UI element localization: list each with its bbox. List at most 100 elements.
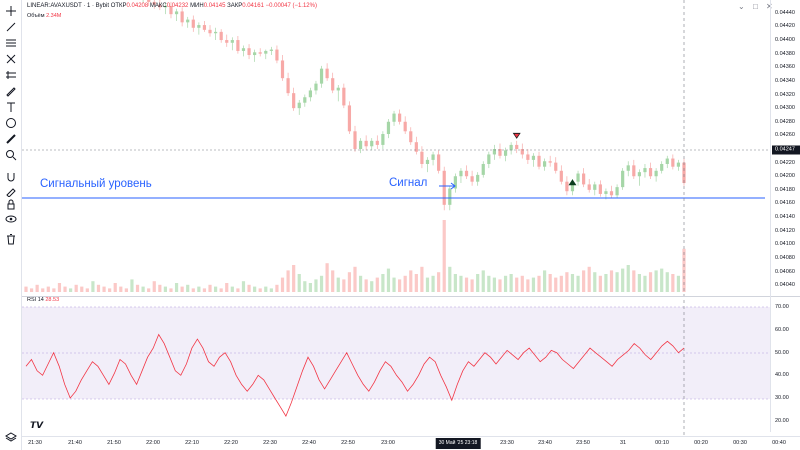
candle-body — [565, 181, 569, 192]
candle-body — [219, 31, 223, 41]
volume-bar — [85, 288, 89, 292]
volume-bar — [464, 277, 469, 292]
symbol-legend[interactable]: LINEAR:AVAXUSDT · 1 · Bybit ОТКР0.04208 … — [27, 3, 317, 9]
volume-bar — [35, 284, 39, 292]
rsi-tick: 60.00 — [775, 327, 789, 333]
eye-icon[interactable] — [3, 212, 19, 226]
volume-bar — [180, 286, 184, 292]
close-icon[interactable]: ✕ — [766, 2, 773, 11]
volume-bar — [225, 283, 229, 292]
volume-bar — [174, 283, 179, 292]
price-tick: 0.04420 — [775, 23, 795, 30]
zoom-icon[interactable] — [3, 148, 19, 162]
candle-body — [420, 151, 424, 164]
price-tick: 0.04040 — [775, 282, 795, 289]
volume-legend[interactable]: Объём 2.34M — [27, 13, 62, 19]
volume-bar — [280, 277, 285, 292]
volume-bar — [648, 272, 653, 292]
ruler-icon[interactable] — [3, 132, 19, 146]
volume-bar — [147, 288, 151, 292]
text-icon[interactable] — [3, 100, 19, 114]
candle-body — [431, 154, 435, 160]
rsi-tick: 30.00 — [775, 395, 789, 401]
volume-bar — [24, 286, 28, 292]
signal-level-annotation[interactable]: Сигнальный уровень — [40, 178, 152, 190]
symbol-name[interactable]: LINEAR:AVAXUSDT · 1 · Bybit — [27, 3, 110, 9]
time-tick: 00:30 — [733, 440, 747, 446]
crosshair-icon[interactable] — [3, 4, 19, 18]
price-tick: 0.04060 — [775, 268, 795, 275]
candle-body — [169, 6, 173, 15]
candle-body — [269, 49, 273, 51]
volume-bar — [409, 270, 413, 292]
tradingview-logo[interactable]: 𝙏𝙑 — [30, 420, 44, 430]
volume-bar — [520, 275, 524, 292]
projection-icon[interactable] — [3, 68, 19, 82]
maximize-icon[interactable]: □ — [752, 2, 758, 11]
price-tick: 0.04220 — [775, 159, 795, 166]
fib-icon[interactable] — [3, 36, 19, 50]
volume-bar — [398, 279, 402, 292]
time-tick: 00:40 — [772, 440, 786, 446]
lock-icon[interactable] — [3, 198, 19, 212]
volume-bar — [96, 284, 101, 292]
rsi-tick: 50.00 — [775, 349, 789, 356]
magnet-icon[interactable] — [3, 170, 19, 184]
candle-body — [180, 11, 184, 23]
volume-bar — [275, 284, 279, 292]
trend-line-icon[interactable] — [3, 20, 19, 34]
candle-body — [264, 50, 268, 54]
volume-bar — [292, 265, 296, 292]
rsi-scale[interactable]: 70.00 60.00 50.00 40.00 30.00 20.00 — [770, 296, 800, 432]
signal-annotation[interactable]: Сигнал — [389, 177, 428, 189]
candle-body — [621, 170, 625, 188]
price-tick: 0.04360 — [775, 64, 795, 71]
volume-bar — [582, 270, 586, 292]
layers-icon[interactable] — [3, 430, 19, 444]
candle-body — [197, 25, 201, 28]
candle-body — [275, 49, 279, 61]
volume-bar — [197, 286, 201, 292]
volume-bar — [353, 266, 357, 292]
brush-icon[interactable] — [3, 84, 19, 98]
volume-bar — [515, 277, 519, 292]
emoji-icon[interactable] — [3, 116, 19, 130]
rsi-legend[interactable]: RSI 14 28.53 — [27, 297, 60, 303]
volume-bar — [386, 268, 391, 292]
candle-body — [442, 170, 446, 205]
volume-bar — [130, 279, 134, 292]
price-scale[interactable]: 0.04440 0.04420 0.04400 0.04380 0.04360 0.043… — [770, 0, 800, 296]
volume-bar — [587, 266, 591, 292]
volume-bar — [264, 286, 268, 292]
candle-body — [665, 158, 669, 164]
volume-bar — [643, 275, 647, 292]
candle-body — [515, 144, 519, 149]
candle-body — [314, 83, 318, 91]
chevron-down-icon[interactable]: ⌄ — [738, 2, 745, 11]
price-tick: 0.04300 — [775, 105, 795, 112]
time-axis[interactable]: 21:30 21:40 21:50 22:00 22:10 22:20 22:30 22:40… — [22, 436, 800, 450]
candle-body — [648, 168, 653, 177]
price-tick: 0.04100 — [775, 241, 795, 248]
candle-body — [593, 184, 597, 190]
stay-drawing-icon[interactable] — [3, 184, 19, 198]
candle-body — [487, 154, 491, 164]
candle-body — [615, 187, 619, 196]
trash-icon[interactable] — [3, 232, 19, 246]
pane-divider[interactable] — [22, 296, 800, 297]
candle-body — [409, 131, 413, 143]
price-tick: 0.04440 — [775, 9, 795, 16]
candle-body — [336, 87, 340, 91]
volume-bar — [191, 288, 195, 292]
candle-body — [414, 142, 418, 152]
pattern-icon[interactable] — [3, 52, 19, 66]
signal-arrow[interactable] — [439, 182, 456, 190]
volume-bar — [108, 288, 112, 292]
candle-body — [347, 105, 352, 132]
volume-bar — [336, 277, 340, 292]
volume-bar — [542, 270, 547, 292]
candle-body — [342, 87, 346, 106]
volume-bar — [531, 277, 536, 292]
volume-bar — [370, 281, 374, 292]
